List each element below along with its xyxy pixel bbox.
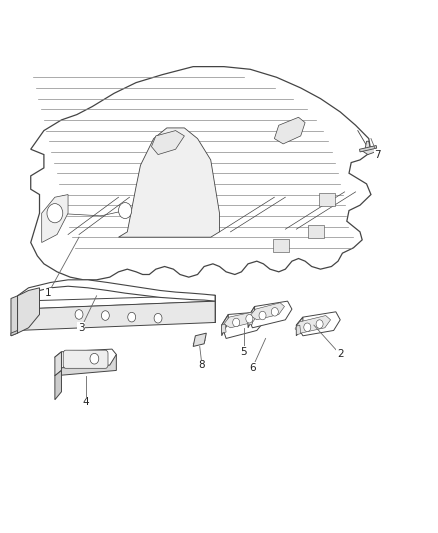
Text: 6: 6 xyxy=(248,363,255,373)
Polygon shape xyxy=(247,301,291,328)
Polygon shape xyxy=(18,288,39,333)
FancyBboxPatch shape xyxy=(63,350,108,368)
Polygon shape xyxy=(221,314,228,336)
Circle shape xyxy=(245,314,252,323)
Circle shape xyxy=(315,320,322,328)
Circle shape xyxy=(303,323,310,332)
Text: 4: 4 xyxy=(82,398,89,407)
Polygon shape xyxy=(223,312,258,328)
Circle shape xyxy=(47,204,63,223)
Circle shape xyxy=(118,203,131,219)
Polygon shape xyxy=(193,333,206,346)
Polygon shape xyxy=(151,131,184,155)
Bar xyxy=(272,239,288,252)
Polygon shape xyxy=(31,67,370,280)
Circle shape xyxy=(258,311,265,320)
Text: 3: 3 xyxy=(78,323,85,333)
Polygon shape xyxy=(296,317,302,336)
Text: 1: 1 xyxy=(45,288,52,298)
Polygon shape xyxy=(359,146,376,152)
Bar xyxy=(318,193,334,206)
Polygon shape xyxy=(18,280,215,301)
Polygon shape xyxy=(55,349,116,368)
Polygon shape xyxy=(18,301,215,330)
Circle shape xyxy=(90,353,99,364)
Polygon shape xyxy=(250,303,284,320)
Polygon shape xyxy=(247,316,252,325)
Bar xyxy=(307,225,323,238)
Polygon shape xyxy=(294,316,330,333)
Circle shape xyxy=(75,310,83,319)
Circle shape xyxy=(271,308,278,316)
Polygon shape xyxy=(11,296,18,336)
Text: 5: 5 xyxy=(240,347,247,357)
Polygon shape xyxy=(118,128,219,237)
Polygon shape xyxy=(296,325,300,335)
Polygon shape xyxy=(55,352,61,376)
Circle shape xyxy=(101,311,109,320)
Polygon shape xyxy=(55,370,61,400)
Polygon shape xyxy=(274,117,304,144)
Polygon shape xyxy=(247,306,254,328)
Text: 7: 7 xyxy=(373,150,380,159)
Polygon shape xyxy=(360,141,374,155)
Circle shape xyxy=(232,318,239,327)
Polygon shape xyxy=(11,330,18,336)
Polygon shape xyxy=(221,324,226,333)
Circle shape xyxy=(127,312,135,322)
Text: 2: 2 xyxy=(336,350,343,359)
Polygon shape xyxy=(42,195,68,243)
Polygon shape xyxy=(55,354,116,376)
Polygon shape xyxy=(296,312,339,336)
Text: 8: 8 xyxy=(198,360,205,370)
Polygon shape xyxy=(221,312,265,338)
Circle shape xyxy=(154,313,162,323)
